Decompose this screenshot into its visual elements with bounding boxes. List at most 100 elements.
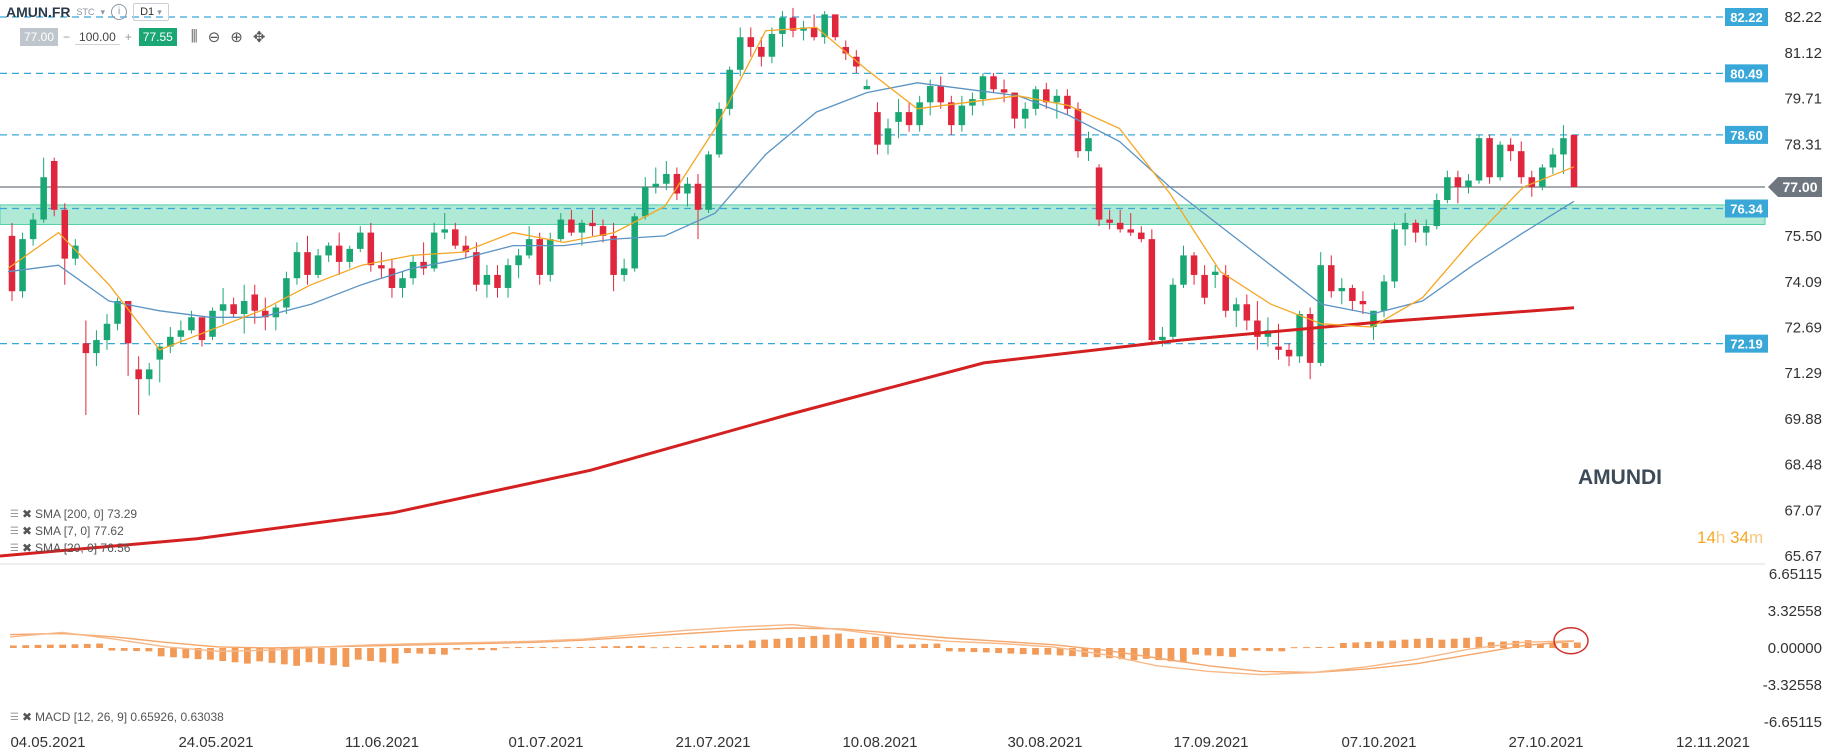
- candle-body: [1106, 219, 1113, 223]
- macd-histogram-bar: [527, 646, 535, 648]
- macd-histogram-bar: [675, 646, 682, 648]
- macd-histogram-bar: [773, 638, 781, 648]
- candle-body: [652, 183, 660, 188]
- candle-body: [557, 219, 565, 240]
- menu-icon[interactable]: ☰: [10, 525, 19, 537]
- candle-body: [114, 300, 121, 324]
- macd-histogram-bar: [921, 643, 929, 648]
- y-tick-label: 65.67: [1784, 548, 1822, 565]
- candle-body: [304, 252, 311, 275]
- candle-body: [1422, 226, 1430, 233]
- macd-histogram-bar: [711, 645, 719, 648]
- timer-hours: 14: [1697, 528, 1716, 547]
- menu-icon[interactable]: ☰: [10, 508, 19, 520]
- macd-y-tick-label: 3.32558: [1768, 603, 1822, 620]
- close-icon[interactable]: ✖: [21, 524, 33, 538]
- candle-body: [1021, 108, 1029, 119]
- macd-histogram-bar: [145, 648, 153, 652]
- candle-body: [1549, 154, 1557, 168]
- level-label-box: [1725, 125, 1768, 144]
- sma20-line: [7, 82, 1575, 318]
- x-tick-label: 11.06.2021: [345, 734, 419, 751]
- legend-macd-label: MACD [12, 26, 9] 0.65926, 0.63038: [35, 710, 224, 724]
- macd-histogram-bar: [490, 648, 498, 651]
- macd-histogram-bar: [638, 645, 645, 648]
- candle-body: [1116, 222, 1124, 230]
- candle-body: [1391, 229, 1398, 282]
- zoom-in-icon[interactable]: ⊕: [230, 29, 243, 46]
- menu-icon[interactable]: ☰: [10, 711, 19, 723]
- candle-body: [61, 209, 69, 259]
- instrument-type-label: STC: [76, 7, 95, 17]
- legend-sma200[interactable]: ☰ ✖ SMA [200, 0] 73.29: [10, 507, 137, 521]
- crosshair-icon[interactable]: ✥: [252, 29, 266, 46]
- legend-sma7-label: SMA [7, 0] 77.62: [35, 524, 124, 538]
- candle-body: [1074, 108, 1082, 152]
- symbol-label[interactable]: AMUN.FR: [6, 4, 71, 20]
- macd-histogram-bar: [1512, 640, 1520, 648]
- candle-body: [958, 105, 966, 126]
- candle-body: [1127, 229, 1135, 233]
- macd-histogram-bar: [699, 645, 707, 648]
- candle-body: [1201, 274, 1208, 298]
- candle-body: [747, 37, 755, 47]
- candle-body: [905, 112, 913, 126]
- macd-histogram-bar: [576, 646, 584, 648]
- chevron-down-icon[interactable]: ▾: [100, 6, 106, 17]
- close-icon[interactable]: ✖: [21, 710, 33, 724]
- decrease-button[interactable]: −: [63, 30, 71, 44]
- candle-body: [1370, 310, 1377, 328]
- macd-line: [9, 623, 1575, 676]
- close-icon[interactable]: ✖: [21, 541, 33, 555]
- macd-histogram-bar: [1253, 648, 1261, 651]
- candle-body: [631, 216, 638, 269]
- candle-body: [1570, 134, 1578, 188]
- y-tick-label: 74.09: [1784, 274, 1822, 291]
- legend-macd[interactable]: ☰ ✖ MACD [12, 26, 9] 0.65926, 0.63038: [10, 710, 224, 724]
- quantity-input[interactable]: 100.00: [75, 30, 120, 45]
- timeframe-select[interactable]: D1 ▾: [133, 3, 169, 21]
- macd-histogram-bar: [108, 648, 116, 651]
- candle-body: [525, 239, 533, 256]
- level-label-box: [1725, 199, 1768, 218]
- candle-body: [272, 307, 280, 318]
- macd-histogram-bar: [1056, 648, 1064, 656]
- menu-icon[interactable]: ☰: [10, 542, 19, 554]
- candle-body: [8, 235, 16, 292]
- zoom-out-icon[interactable]: ⊖: [207, 29, 221, 46]
- x-tick-label: 27.10.2021: [1508, 734, 1583, 751]
- y-tick-label: 68.48: [1784, 456, 1822, 473]
- candle-body: [283, 278, 290, 308]
- close-icon[interactable]: ✖: [21, 507, 33, 521]
- chart-type-icon[interactable]: ⫼: [190, 28, 198, 45]
- candle-body: [1011, 92, 1018, 119]
- macd-histogram-bar: [256, 648, 264, 662]
- sma7-line: [7, 26, 1575, 351]
- bid-button[interactable]: 77.00: [20, 28, 59, 46]
- candle-body: [1306, 314, 1314, 363]
- ask-button[interactable]: 77.55: [138, 28, 177, 46]
- macd-histogram-bar: [1179, 648, 1187, 663]
- increase-button[interactable]: +: [124, 30, 132, 44]
- candle-body: [314, 255, 322, 275]
- current-price-label: 77.00: [1782, 179, 1817, 195]
- candle-body: [1053, 95, 1061, 103]
- macd-histogram-bar: [945, 648, 953, 652]
- candle-body: [546, 239, 554, 275]
- candle-body: [1560, 138, 1567, 155]
- macd-histogram-bar: [539, 646, 547, 648]
- macd-histogram-bar: [847, 638, 855, 648]
- info-icon[interactable]: i: [111, 4, 128, 20]
- candle-body: [536, 239, 543, 275]
- legend-sma20[interactable]: ☰ ✖ SMA [20, 0] 76.56: [10, 541, 130, 555]
- candle-body: [610, 235, 617, 275]
- candle-body: [473, 252, 480, 285]
- candle-body: [188, 317, 195, 331]
- candle-body: [1444, 177, 1451, 201]
- legend-sma7[interactable]: ☰ ✖ SMA [7, 0] 77.62: [10, 524, 124, 538]
- current-price-tag: [1768, 177, 1822, 198]
- macd-histogram-bar: [1167, 648, 1175, 662]
- macd-histogram-bar: [1376, 641, 1384, 648]
- x-tick-label: 04.05.2021: [10, 734, 85, 751]
